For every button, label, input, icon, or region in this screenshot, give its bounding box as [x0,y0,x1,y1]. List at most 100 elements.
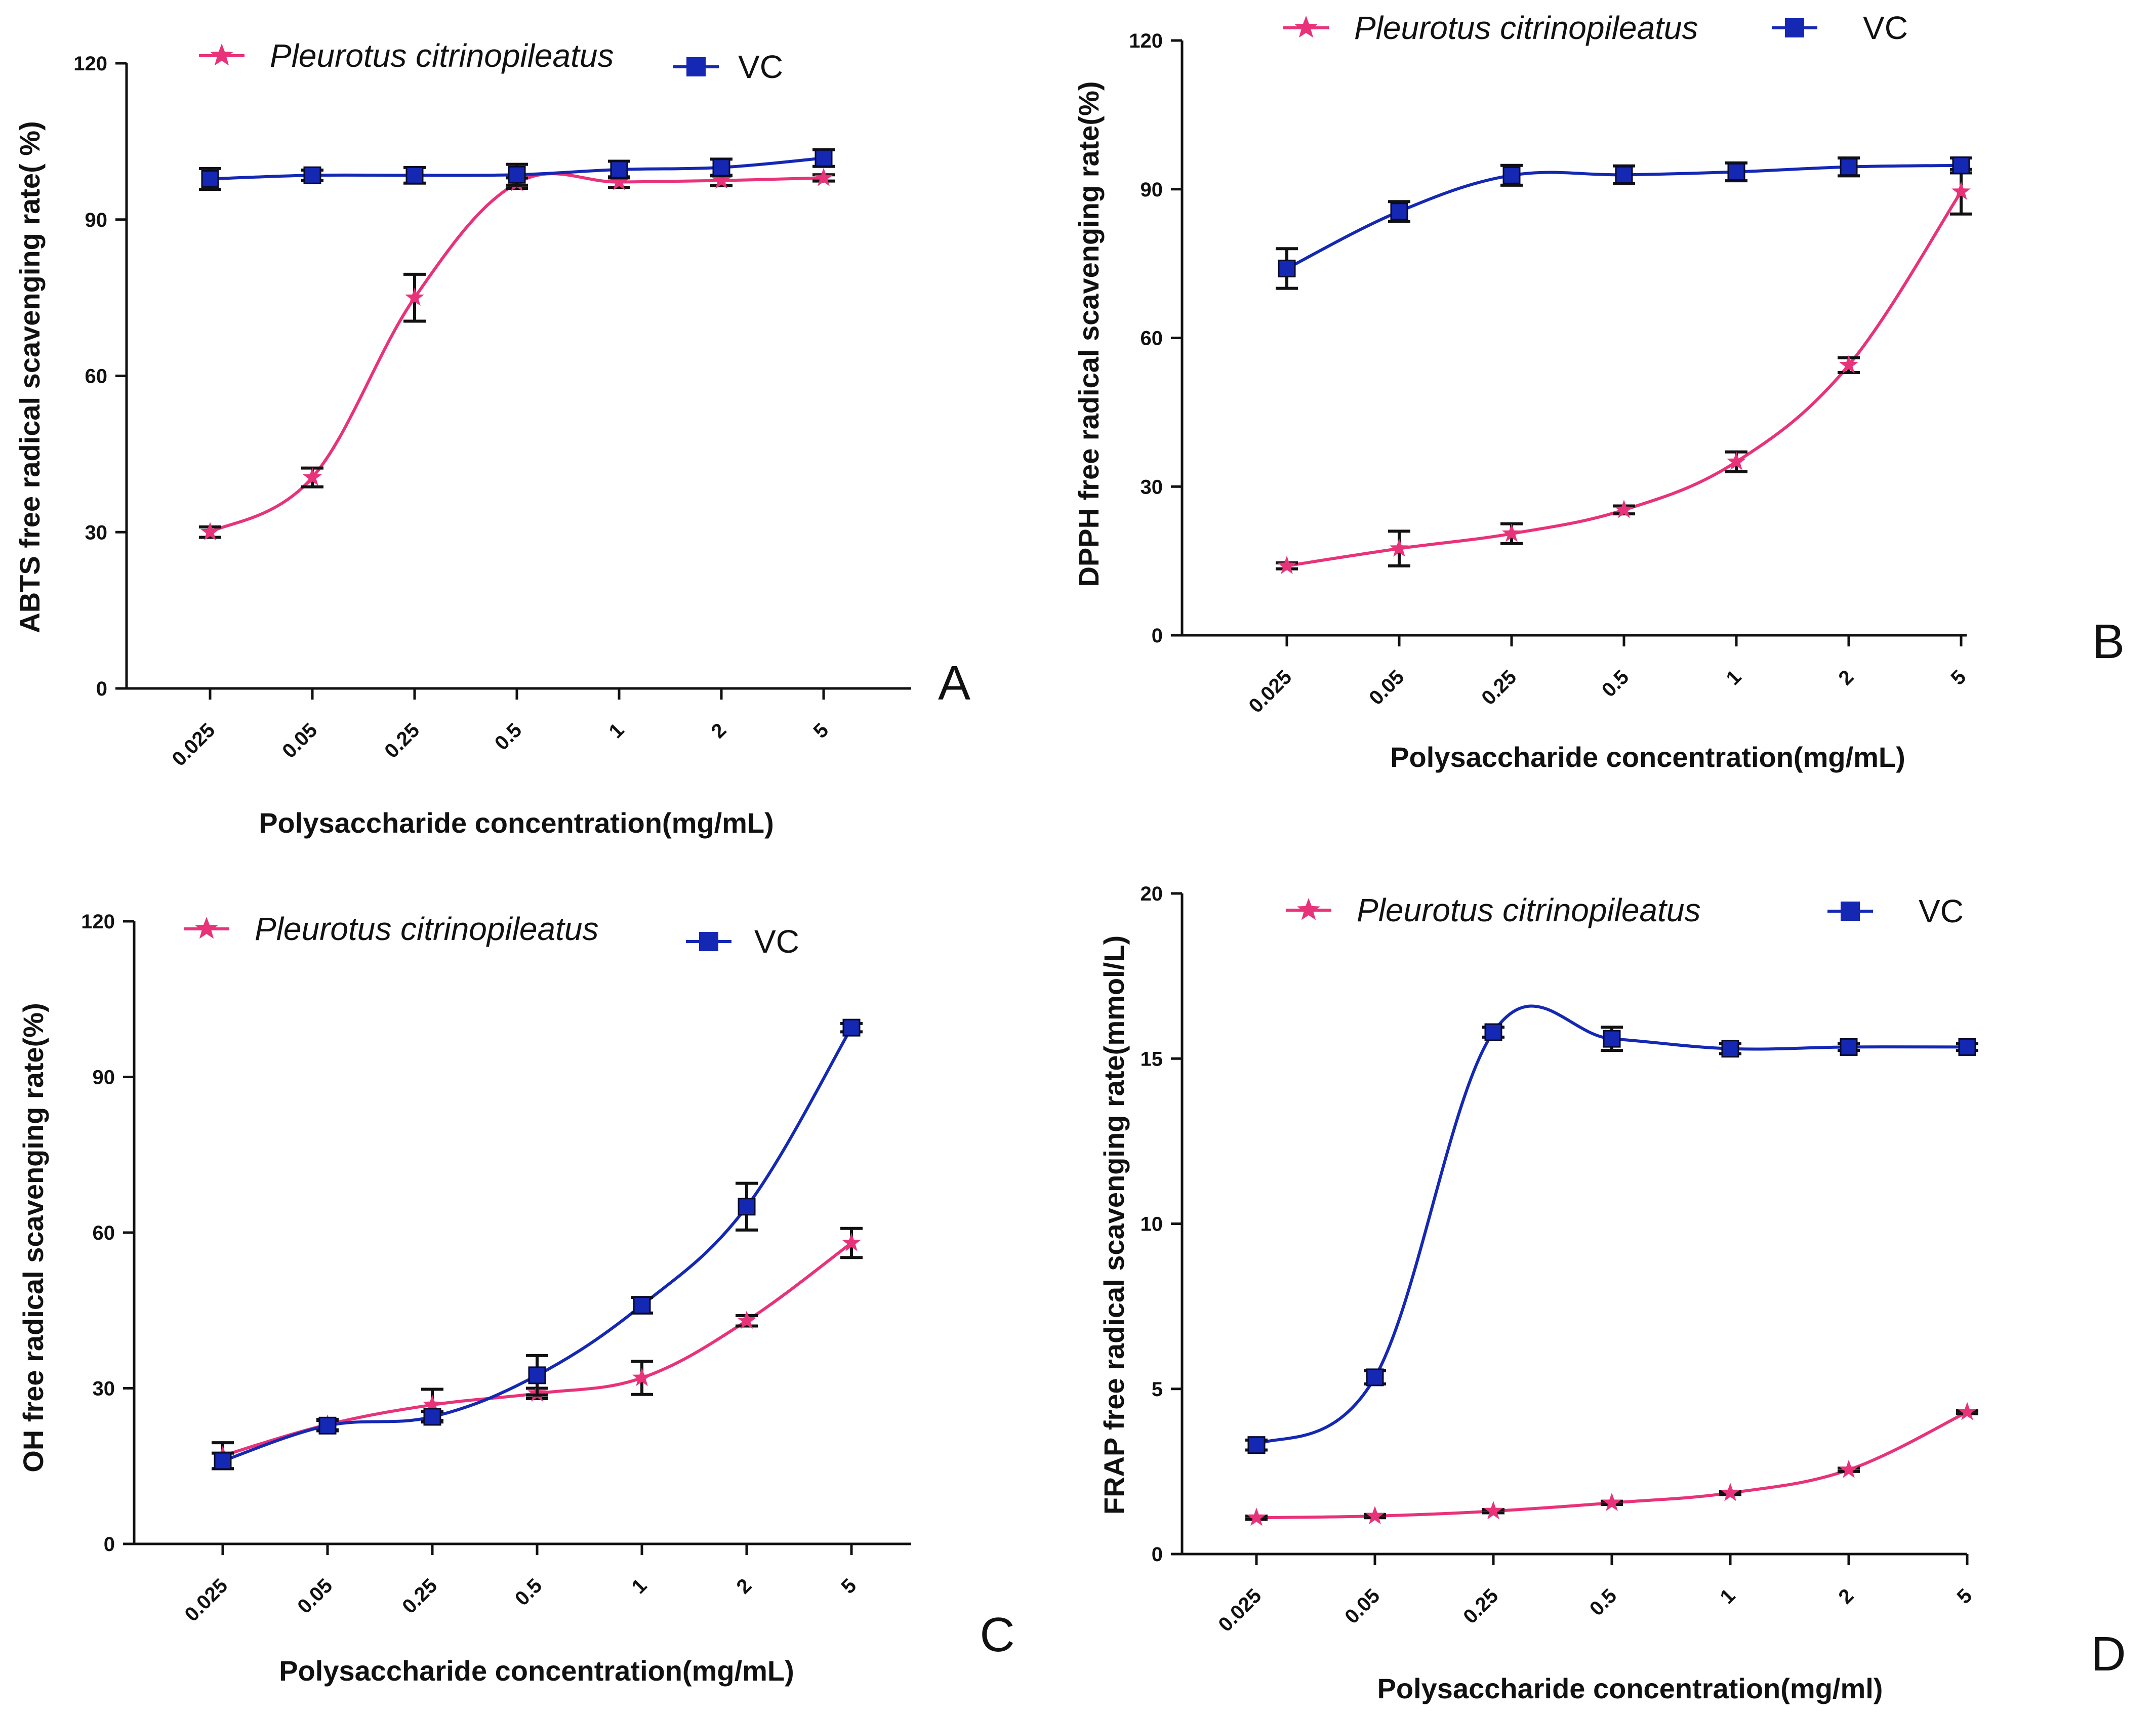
y-tick-label: 120 [81,911,115,933]
y-axis-title: OH free radical scavenging rate(%) [17,1003,49,1472]
y-tick-label: 60 [85,365,108,388]
square-point [1721,1040,1739,1058]
y-tick-label: 90 [93,1067,115,1089]
square-point [1390,202,1408,221]
series-line-pleurotus [209,172,824,534]
x-tick-label: 0.25 [1477,666,1521,709]
square-point [1366,1368,1384,1386]
y-tick-label: 60 [93,1222,115,1244]
star-point [609,172,629,190]
star-point [1951,181,1971,200]
star-point [1839,1459,1858,1478]
star-point [1277,555,1296,575]
star-point [814,168,833,186]
legend-label-pleurotus: Pleurotus citrinopileatus [255,911,598,947]
y-tick-label: 15 [1141,1048,1163,1070]
legend-label-vc: VC [754,923,799,960]
x-tick-label: 0.25 [1459,1584,1502,1628]
star-point [842,1233,861,1251]
square-point [1502,166,1521,184]
x-tick-label: 0.5 [491,719,526,754]
y-tick-label: 60 [1141,328,1163,350]
square-point [738,1198,756,1216]
x-tick-label: 0.025 [168,719,219,770]
y-tick-label: 120 [73,53,107,75]
y-axis-title: DPPH free radical scavenging rate(%) [1073,81,1105,587]
x-tick-label: 0.5 [511,1574,546,1610]
square-point [318,1416,337,1435]
legend: Pleurotus citrinopileatus VC [1286,892,1964,929]
x-tick-label: 2 [733,1574,756,1598]
star-point [1614,500,1634,518]
star-point [632,1368,652,1386]
square-point [423,1408,441,1426]
square-point [528,1366,546,1384]
x-tick-label: 2 [707,719,731,743]
legend-label-pleurotus: Pleurotus citrinopileatus [1354,10,1698,46]
square-point [1484,1023,1502,1041]
y-tick-label: 20 [1141,883,1163,905]
star-point [1958,1402,1977,1420]
x-axis-title: Polysaccharide concentration(mg/ml) [1377,1672,1883,1704]
square-point [1952,156,1970,175]
legend-label-vc: VC [1919,893,1964,929]
panel-letter: B [2092,615,2125,669]
x-tick-label: 1 [628,1574,652,1598]
square-point [1247,1436,1266,1454]
x-tick-label: 5 [1947,666,1971,689]
square-point [712,158,730,177]
panel-d: 0 5 10 15 20 0.025 0.05 0.25 0.5 1 2 5 Polysaccharid… [1098,883,2126,1704]
square-point [214,1452,232,1470]
square-point [1727,162,1745,181]
y-tick-label: 0 [96,678,107,700]
y-tick-label: 30 [85,521,108,544]
x-axis-title: Polysaccharide concentration(mg/mL) [279,1655,794,1687]
square-point [1615,166,1633,184]
legend-star-icon [1297,898,1320,920]
legend-label-pleurotus: Pleurotus citrinopileatus [270,37,614,74]
y-tick-label: 10 [1141,1213,1163,1236]
star-point [1502,523,1521,542]
legend: Pleurotus citrinopileatus VC [199,37,783,85]
legend-square-icon [686,57,706,76]
star-point [712,170,731,189]
y-tick-label: 0 [104,1533,115,1556]
x-tick-label: 0.025 [1244,666,1296,717]
legend-label-vc: VC [1863,10,1908,46]
square-point [1840,1038,1858,1056]
y-tick-label: 30 [1141,476,1163,498]
x-tick-label: 0.25 [380,719,424,762]
star-point [423,1395,442,1413]
square-point [815,149,833,167]
y-tick-label: 0 [1152,1543,1163,1566]
star-point [303,467,322,486]
y-tick-label: 0 [1152,625,1163,647]
square-point [508,166,526,184]
legend-square-icon [1841,902,1860,921]
legend-star-icon [210,44,233,66]
x-tick-label: 0.5 [1598,666,1633,701]
legend-star-icon [1294,16,1318,38]
y-tick-label: 5 [1152,1378,1163,1401]
series-line-pleurotus [222,1242,852,1457]
legend: Pleurotus citrinopileatus VC [1283,10,1908,46]
x-tick-label: 0.05 [278,719,321,762]
x-tick-label: 0.05 [1340,1584,1384,1628]
legend-square-icon [1785,18,1804,37]
panel-b: 0 30 60 90 120 0.025 0.05 0.25 0.5 1 2 5 Polysacchar… [1073,10,2125,773]
x-tick-label: 0.025 [180,1574,232,1626]
x-tick-label: 0.5 [1585,1584,1621,1620]
y-tick-label: 120 [1129,30,1163,52]
panel-a: 0 30 60 90 120 0.025 0.05 0.25 0.5 1 2 5 Polysacchar… [14,37,970,839]
star-point [405,288,424,306]
y-tick-label: 90 [1141,179,1163,201]
x-tick-label: 1 [1716,1584,1740,1608]
x-tick-label: 0.05 [293,1574,337,1618]
star-point [1721,1483,1740,1501]
x-tick-label: 2 [1835,1584,1858,1608]
star-point [737,1311,756,1329]
legend-label-pleurotus: Pleurotus citrinopileatus [1357,892,1700,928]
x-tick-label: 5 [809,719,833,743]
series-line-vc [1255,1004,1968,1447]
